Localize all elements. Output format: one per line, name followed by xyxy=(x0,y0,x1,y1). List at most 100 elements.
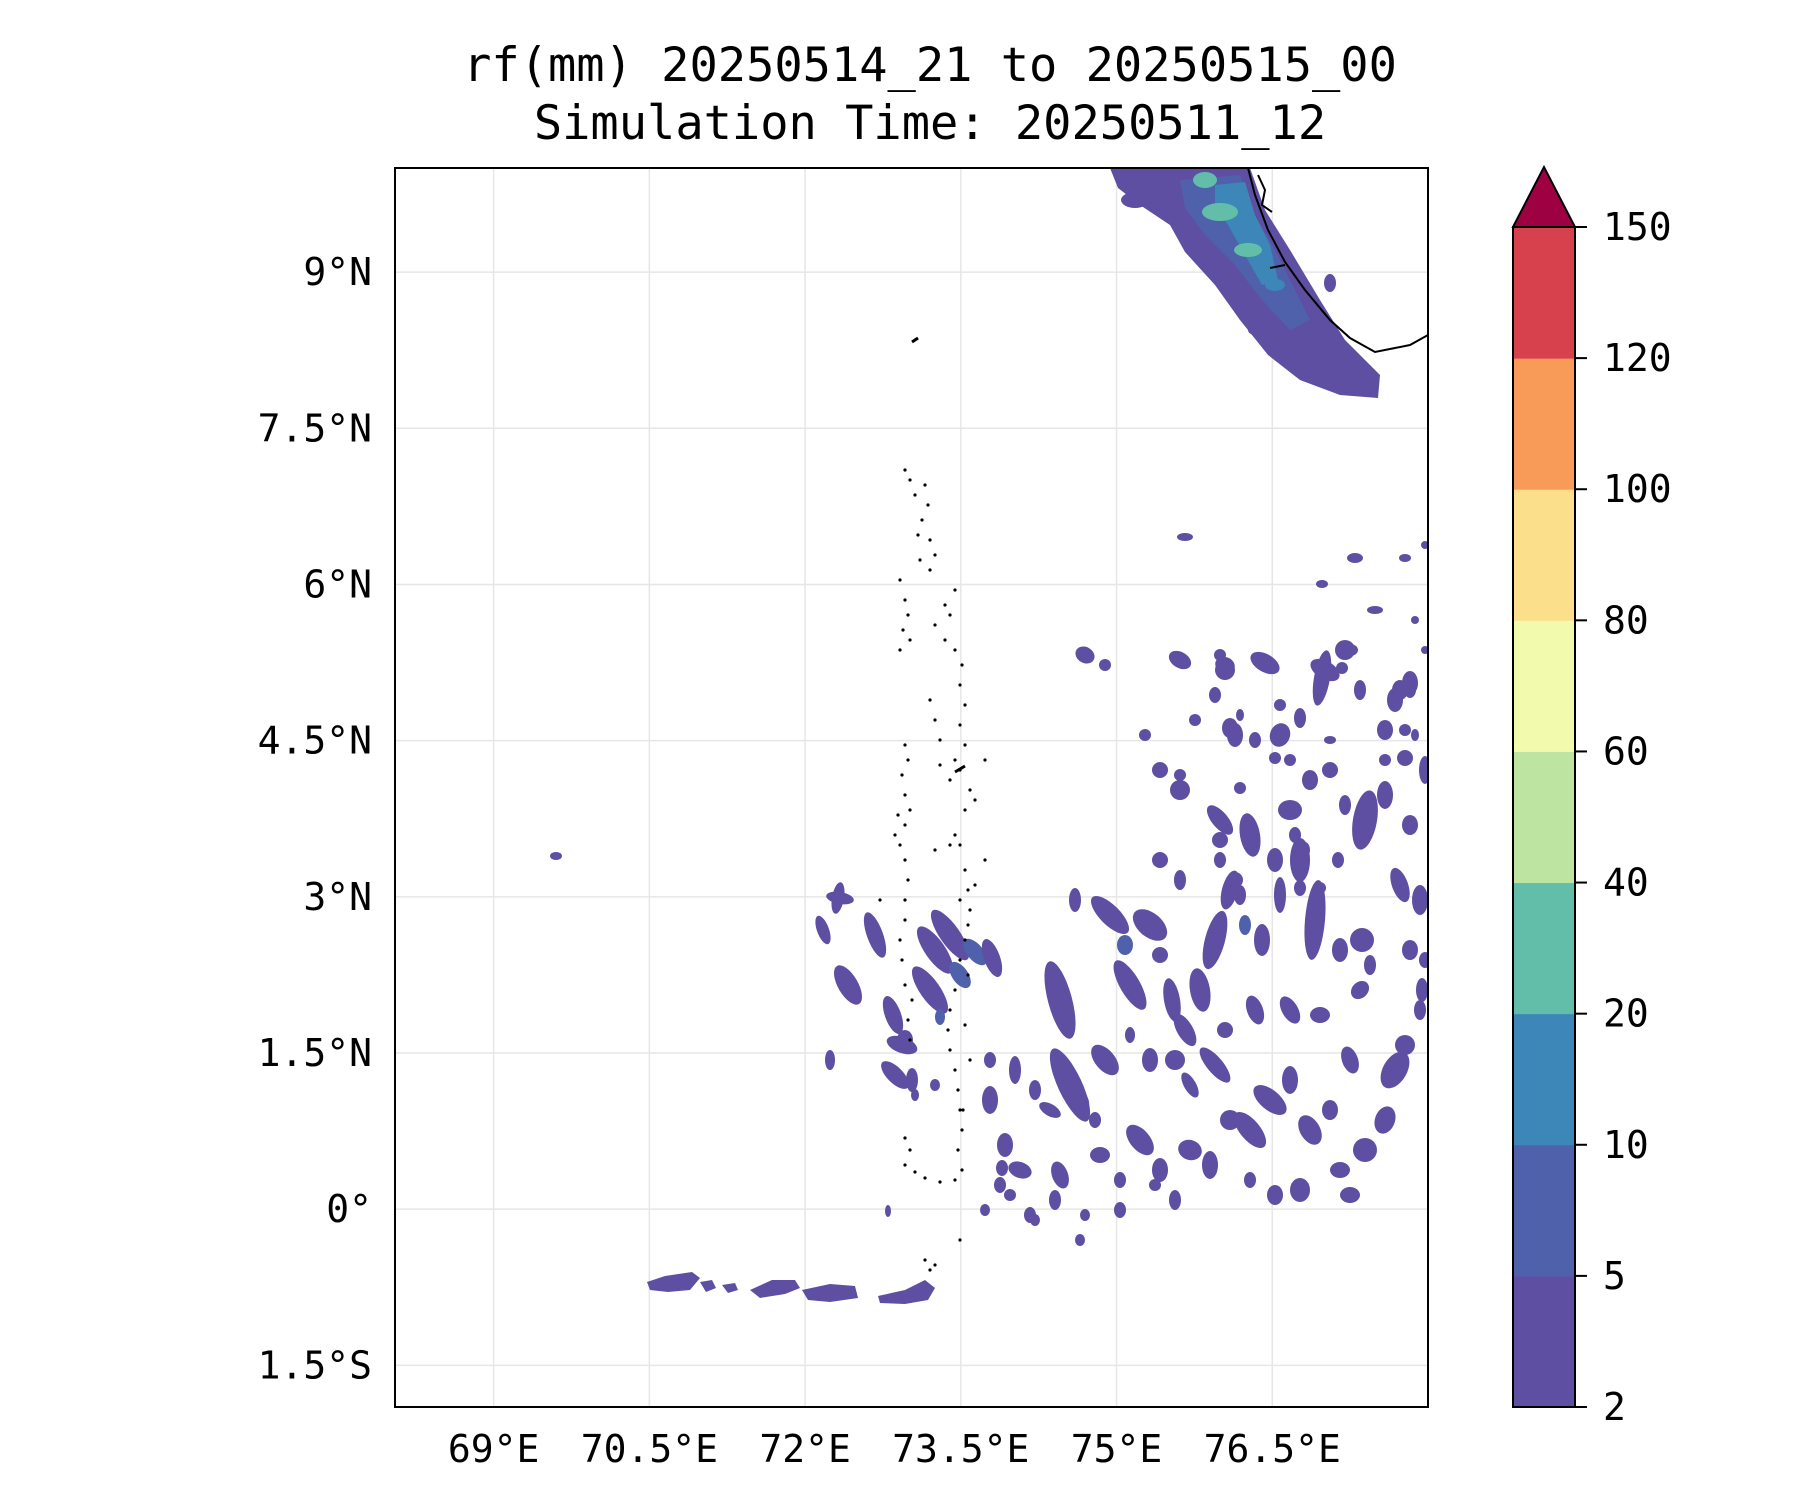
rain-cell xyxy=(1399,554,1411,562)
rain-cell xyxy=(1416,978,1428,1002)
rain-cell xyxy=(1324,736,1336,744)
maldives-atolls xyxy=(878,468,987,1272)
atoll-dot xyxy=(903,858,907,862)
rain-cell xyxy=(1267,848,1283,872)
atoll-dot xyxy=(961,1108,965,1112)
rain-cell xyxy=(1206,805,1234,835)
atoll-dot xyxy=(893,833,897,837)
colorbar: 2 5 10 20 40 60 80 100 120 150 xyxy=(1511,164,1672,1429)
atoll-dot xyxy=(923,483,927,487)
rain-cell xyxy=(1202,1151,1218,1179)
rain-cell xyxy=(1332,938,1348,962)
rain-cell xyxy=(1132,909,1168,941)
rain-cell xyxy=(1294,880,1306,896)
rain-cell xyxy=(1269,723,1291,747)
lon-tick-label: 70.5°E xyxy=(581,1427,718,1471)
rain-cell xyxy=(1090,895,1130,935)
lat-tick-label: 1.5°N xyxy=(258,1031,372,1075)
atoll-dot xyxy=(958,958,962,962)
atoll-dot xyxy=(901,628,905,632)
colorbar-bin xyxy=(1513,358,1575,490)
atoll-dot xyxy=(928,698,932,702)
atoll-dot xyxy=(958,1108,962,1112)
rain-cell xyxy=(1377,720,1393,740)
rain-cell xyxy=(996,1160,1008,1176)
rain-cell xyxy=(1322,762,1338,778)
rain-cell xyxy=(1302,770,1318,790)
atoll-dot xyxy=(983,758,987,762)
atoll-dot xyxy=(960,1168,964,1172)
atoll-dot xyxy=(933,848,937,852)
rain-cell xyxy=(982,1086,998,1114)
atoll-dot xyxy=(953,588,957,592)
atoll-dot xyxy=(948,613,952,617)
colorbar-frame xyxy=(1512,226,1576,1408)
atoll-dot xyxy=(938,1180,942,1184)
atoll-dot xyxy=(903,823,907,827)
rain-cell xyxy=(1347,553,1363,563)
longitude-labels: 69°E 70.5°E 72°E 73.5°E 75°E 76.5°E xyxy=(448,1427,1341,1471)
chart-subtitle: Simulation Time: 20250511_12 xyxy=(533,96,1327,151)
atoll-dot xyxy=(958,723,962,727)
rain-cell xyxy=(1030,1214,1040,1226)
atoll-dot xyxy=(953,833,957,837)
rain-cell xyxy=(1152,1158,1168,1182)
rain-cell xyxy=(1239,813,1261,857)
lat-tick-label: 7.5°N xyxy=(258,406,372,450)
rain-cell xyxy=(1177,533,1193,541)
atoll-dot xyxy=(896,813,900,817)
atoll-dot xyxy=(973,883,977,887)
rain-cell xyxy=(1163,978,1181,1022)
rain-cell xyxy=(1364,955,1376,975)
rain-cell xyxy=(1009,1056,1021,1084)
atoll-dot xyxy=(908,1148,912,1152)
rain-cell xyxy=(1233,1111,1267,1149)
coastline xyxy=(911,167,1429,774)
atoll-dot xyxy=(928,538,932,542)
rain-cell xyxy=(1215,656,1235,674)
rain-cell xyxy=(1421,541,1428,549)
rain-cell xyxy=(1152,947,1168,963)
lat-tick-label: 3°N xyxy=(303,875,372,919)
rain-cell xyxy=(1395,1035,1415,1055)
rain-cell xyxy=(1402,671,1418,695)
rain-cell xyxy=(1029,1080,1041,1100)
atoll-dot xyxy=(966,973,970,977)
atoll-dot xyxy=(973,798,977,802)
atoll-dot xyxy=(953,988,957,992)
rain-cell xyxy=(1049,1190,1061,1210)
rain-cell xyxy=(1099,659,1111,671)
lon-tick-label: 69°E xyxy=(448,1427,540,1471)
colorbar-tick-label: 2 xyxy=(1603,1385,1626,1429)
rain-cell xyxy=(1089,1112,1101,1128)
atoll-dot xyxy=(908,808,912,812)
rain-cell xyxy=(1152,762,1168,778)
rain-cell xyxy=(1234,885,1246,905)
colorbar-tick-label: 20 xyxy=(1603,992,1649,1036)
atoll-dot xyxy=(913,1170,917,1174)
atoll-dot xyxy=(903,793,907,797)
rain-cell xyxy=(1310,658,1340,682)
atoll-dot xyxy=(938,738,942,742)
rain-cell xyxy=(1399,724,1411,736)
atoll-dot xyxy=(906,1018,910,1022)
colorbar-bin xyxy=(1513,751,1575,884)
rain-cell xyxy=(1174,769,1186,781)
colorbar-bin xyxy=(1513,882,1575,1015)
colorbar-bin xyxy=(1513,1013,1575,1146)
rain-cell xyxy=(1202,910,1228,970)
rain-cell xyxy=(881,1061,909,1089)
latitude-labels: 9°N 7.5°N 6°N 4.5°N 3°N 1.5°N 0° 1.5°S xyxy=(258,250,372,1387)
colorbar-tick-label: 60 xyxy=(1603,729,1649,773)
rain-cell xyxy=(1044,961,1076,1039)
rain-cell xyxy=(882,996,904,1034)
colorbar-tick-label: 80 xyxy=(1603,598,1649,642)
rain-cell xyxy=(1290,1178,1310,1202)
lat-tick-label: 4.5°N xyxy=(258,719,372,763)
atoll-dot xyxy=(903,468,907,472)
atoll-dot xyxy=(898,938,902,942)
atoll-dot xyxy=(906,758,910,762)
rain-cell xyxy=(1390,867,1410,903)
rain-cell xyxy=(1149,1179,1161,1191)
rain-cell xyxy=(984,1052,996,1068)
